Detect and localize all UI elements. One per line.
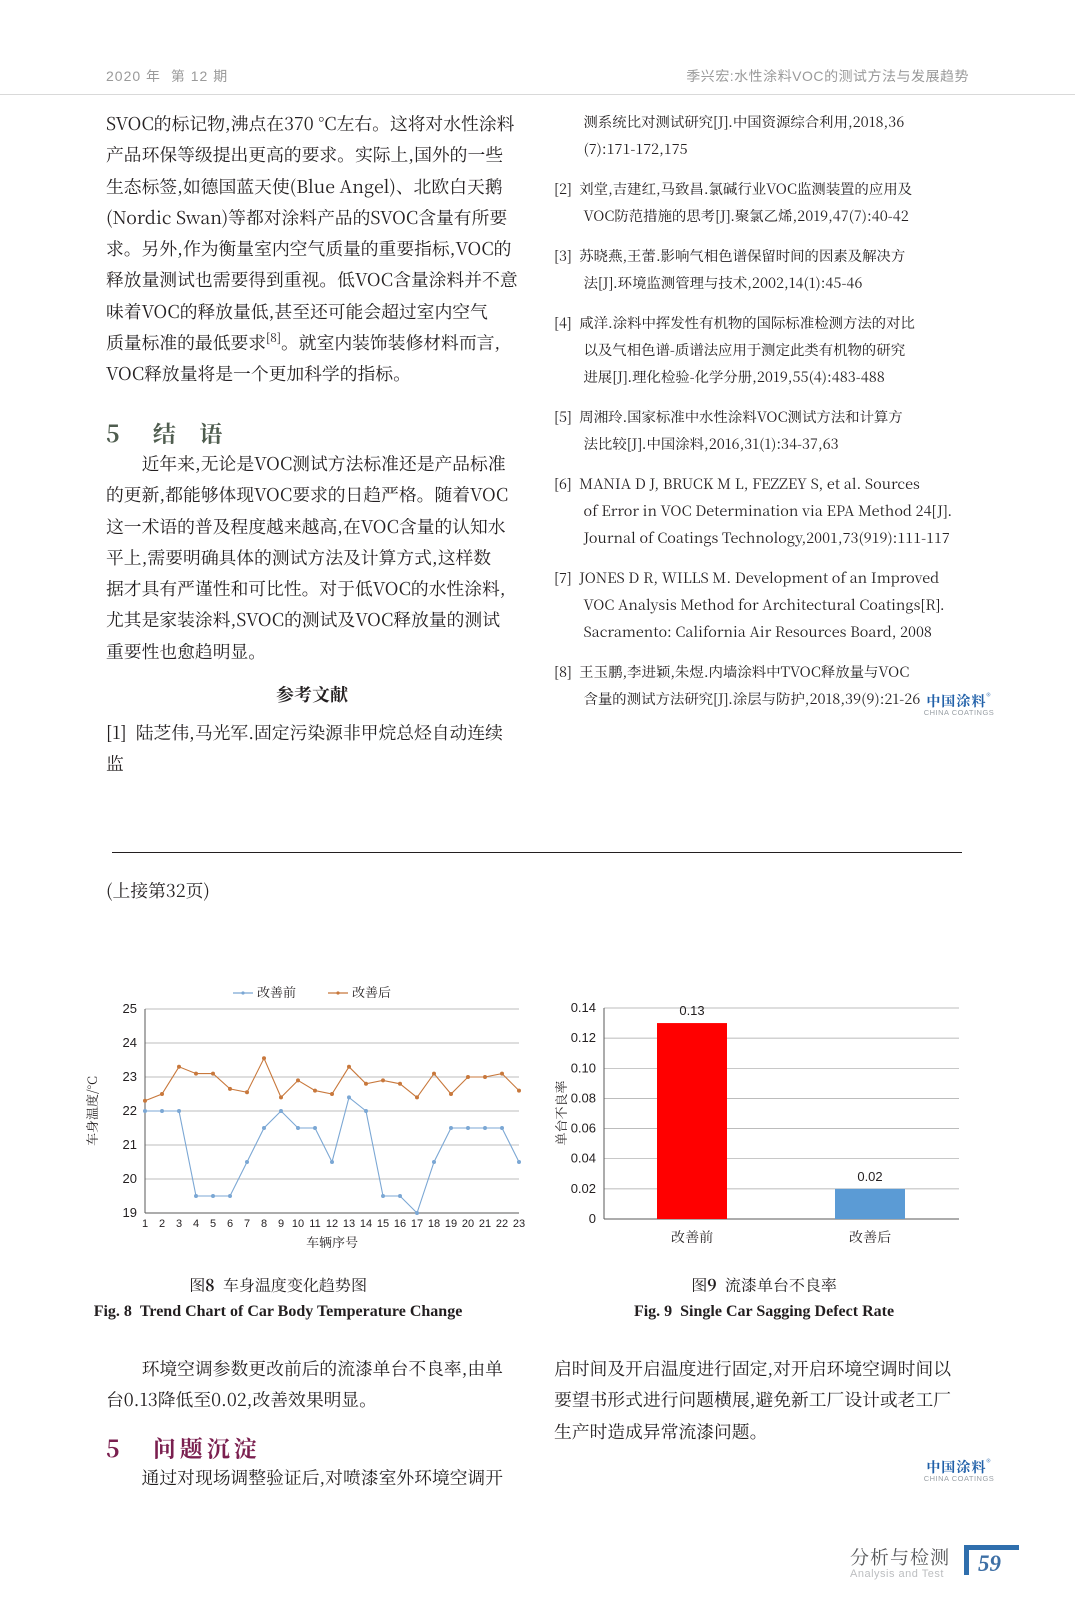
svg-text:7: 7 <box>244 1218 250 1230</box>
svg-text:12: 12 <box>326 1218 338 1230</box>
svg-text:21: 21 <box>123 1137 137 1152</box>
svg-text:改善前: 改善前 <box>257 983 296 1001</box>
svg-text:15: 15 <box>377 1218 389 1230</box>
svg-text:23: 23 <box>513 1218 525 1230</box>
svg-text:13: 13 <box>343 1218 355 1230</box>
svg-text:18: 18 <box>428 1218 440 1230</box>
svg-text:0.14: 0.14 <box>571 1000 596 1015</box>
svg-text:14: 14 <box>360 1218 372 1230</box>
svg-text:16: 16 <box>394 1218 406 1230</box>
svg-text:20: 20 <box>462 1218 474 1230</box>
svg-text:0.04: 0.04 <box>571 1151 596 1166</box>
svg-text:5: 5 <box>210 1218 216 1230</box>
svg-text:改善后: 改善后 <box>849 1227 891 1247</box>
svg-text:车身温度/°C: 车身温度/°C <box>83 1076 101 1146</box>
svg-text:0.10: 0.10 <box>571 1060 596 1075</box>
svg-text:改善前: 改善前 <box>671 1227 713 1247</box>
svg-text:19: 19 <box>123 1205 137 1220</box>
svg-text:20: 20 <box>123 1171 137 1186</box>
svg-text:0.02: 0.02 <box>857 1169 882 1184</box>
svg-text:23: 23 <box>123 1069 137 1084</box>
svg-text:0.12: 0.12 <box>571 1030 596 1045</box>
svg-text:24: 24 <box>123 1035 137 1050</box>
svg-text:25: 25 <box>123 1001 137 1016</box>
svg-text:4: 4 <box>193 1218 199 1230</box>
svg-text:10: 10 <box>292 1218 304 1230</box>
svg-text:22: 22 <box>123 1103 137 1118</box>
svg-text:8: 8 <box>261 1218 267 1230</box>
svg-text:0.06: 0.06 <box>571 1121 596 1136</box>
svg-text:单台不良率: 单台不良率 <box>554 1080 570 1145</box>
svg-text:21: 21 <box>479 1218 491 1230</box>
svg-text:17: 17 <box>411 1218 423 1230</box>
svg-text:0.13: 0.13 <box>679 1003 704 1018</box>
svg-text:车辆序号: 车辆序号 <box>306 1232 358 1251</box>
svg-text:22: 22 <box>496 1218 508 1230</box>
svg-text:2: 2 <box>159 1218 165 1230</box>
svg-text:0.08: 0.08 <box>571 1090 596 1105</box>
svg-text:9: 9 <box>278 1218 284 1230</box>
svg-text:1: 1 <box>142 1218 148 1230</box>
svg-text:3: 3 <box>176 1218 182 1230</box>
svg-text:19: 19 <box>445 1218 457 1230</box>
svg-text:0.02: 0.02 <box>571 1181 596 1196</box>
svg-text:6: 6 <box>227 1218 233 1230</box>
svg-text:11: 11 <box>309 1218 320 1230</box>
svg-text:改善后: 改善后 <box>352 983 391 1001</box>
svg-text:0: 0 <box>589 1211 596 1226</box>
